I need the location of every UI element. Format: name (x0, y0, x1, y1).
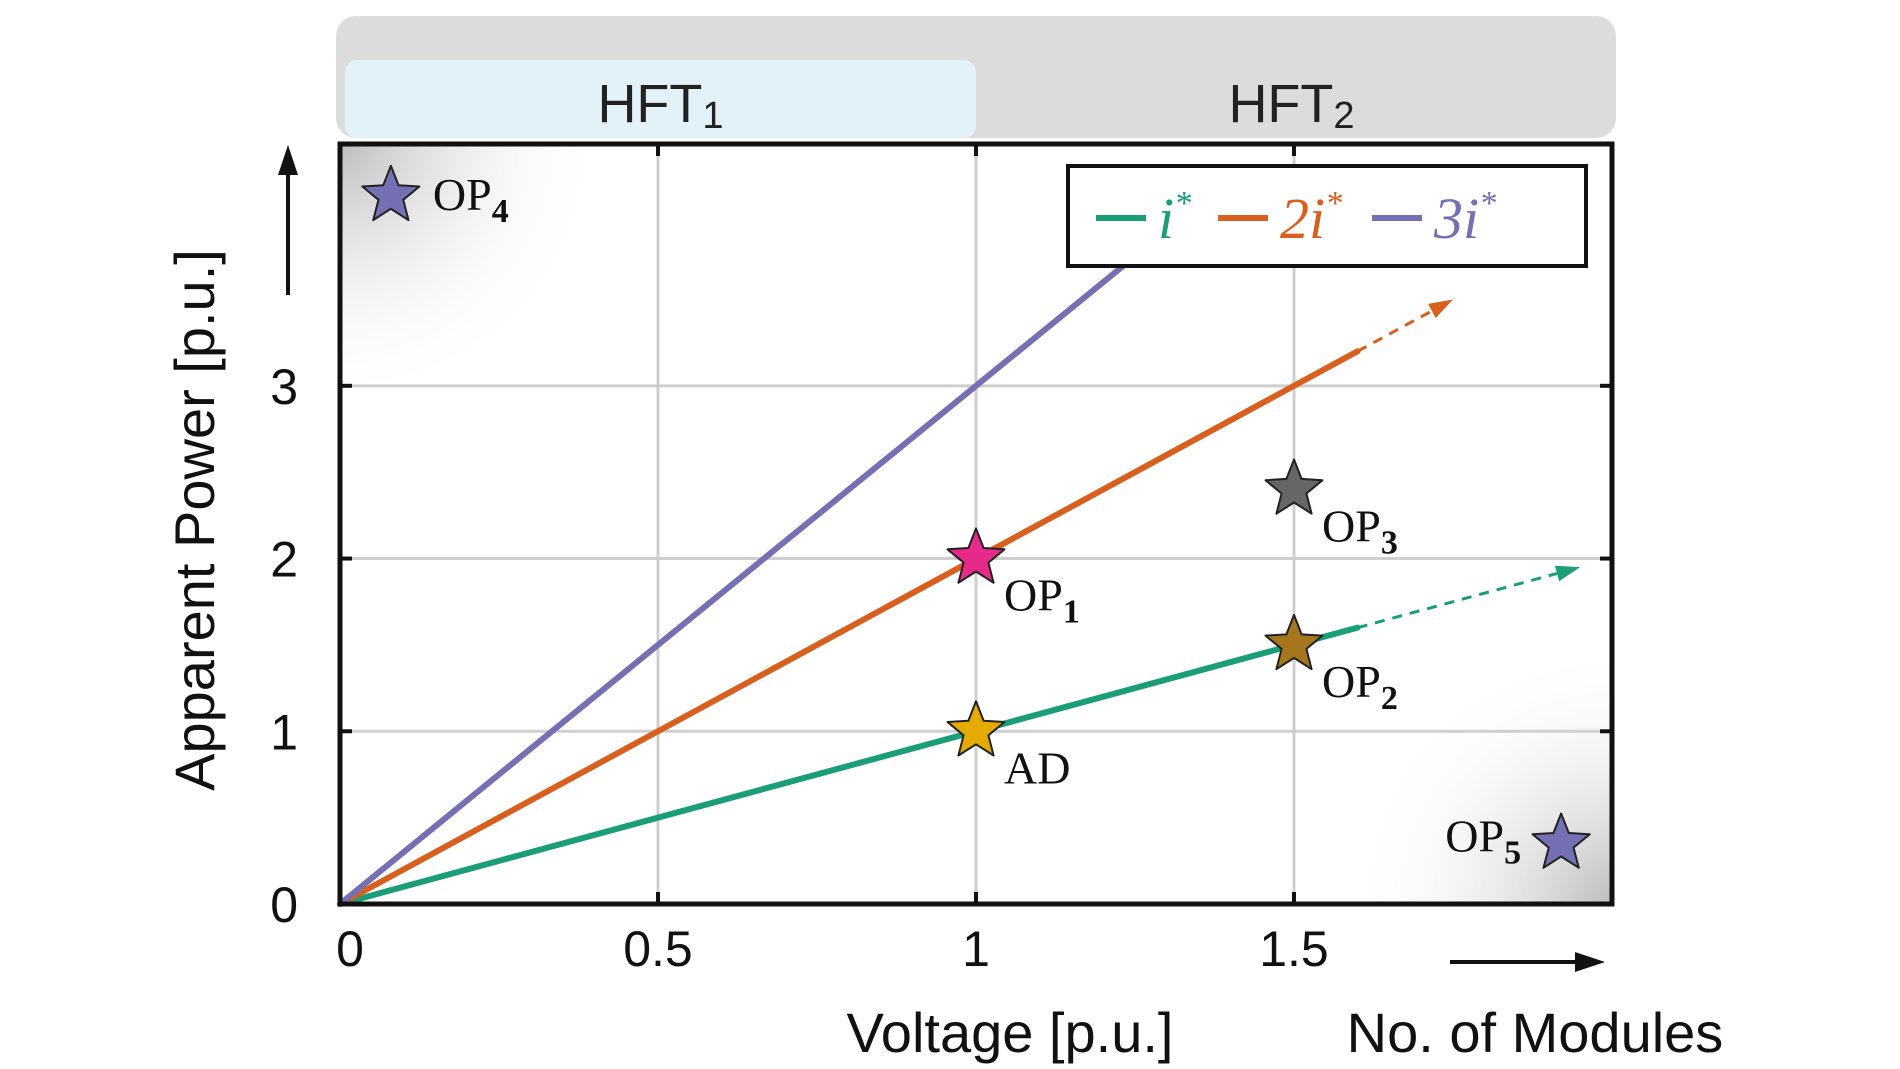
x-axis-label: Voltage [p.u.] (847, 1001, 1174, 1064)
band-2 (976, 60, 1607, 138)
y-axis-label: Apparent Power [p.u.] (163, 249, 226, 791)
top-band-group: HFT1 HFT2 (336, 16, 1616, 138)
tick-labels: 0 0.5 1 1.5 0 1 2 3 (270, 359, 1329, 977)
legend-entry-text: i (1158, 186, 1174, 251)
legend-entry-superscript: * (1174, 185, 1191, 222)
star-marker-op2 (1264, 613, 1324, 671)
series-arrowhead-2 (1428, 299, 1453, 318)
legend-entry-1: i* (1158, 185, 1191, 251)
legend: i* 2i* 3i* (1066, 164, 1588, 268)
point-label-text: OP (433, 169, 492, 220)
series-line-3 (337, 242, 1151, 907)
x-tick-label: 1 (962, 921, 990, 977)
series-extension-2 (1356, 309, 1433, 353)
point-label-subscript: 5 (1504, 835, 1521, 872)
y-tick-label: 1 (270, 704, 298, 760)
x-tick-label: 0 (336, 921, 364, 977)
point-label-subscript: 4 (492, 193, 509, 230)
legend-entry-3: 3i* (1433, 185, 1496, 251)
point-label-subscript: 3 (1381, 524, 1398, 561)
y-tick-label: 2 (270, 532, 298, 588)
band-label-1: HFT1 (597, 74, 723, 137)
point-label-op1: OP1 (1004, 570, 1080, 631)
legend-entry-superscript: * (1479, 185, 1496, 222)
y-tick-label: 3 (270, 359, 298, 415)
band-label-text: HFT (597, 74, 702, 134)
star-marker-op3 (1264, 458, 1324, 515)
point-label-text: OP (1322, 656, 1381, 707)
x-tick-label: 1.5 (1259, 921, 1329, 977)
point-label-op2: OP2 (1322, 656, 1398, 717)
secondary-x-axis-label: No. of Modules (1347, 1001, 1724, 1064)
x-arrow-head (1575, 952, 1605, 972)
point-label-subscript: 2 (1381, 680, 1398, 717)
y-tick-label: 0 (270, 877, 298, 933)
point-label-text: OP (1445, 811, 1504, 862)
legend-entry-text: 2i (1280, 186, 1325, 251)
point-label-op5: OP5 (1445, 811, 1521, 872)
legend-entry-text: 3i (1433, 186, 1479, 251)
legend-box (1066, 164, 1588, 268)
x-tick-label: 0.5 (623, 921, 693, 977)
series-arrowhead-1 (1554, 565, 1581, 582)
y-arrow-head (278, 145, 298, 175)
star-marker-op4 (361, 164, 421, 222)
legend-entry-superscript: * (1325, 185, 1342, 222)
star-marker-ad (946, 700, 1006, 757)
series-line-1 (337, 624, 1361, 907)
point-label-op3: OP3 (1322, 500, 1398, 561)
band-label-subscript: 2 (1333, 95, 1354, 137)
point-label-ad: AD (1004, 742, 1070, 793)
series-line-2 (337, 348, 1361, 907)
legend-entry-2: 2i* (1280, 185, 1342, 251)
star-marker-op1 (946, 527, 1006, 584)
band-label-subscript: 1 (702, 95, 723, 137)
band-label-2: HFT2 (1228, 74, 1354, 137)
point-label-text: AD (1004, 742, 1070, 793)
point-label-subscript: 1 (1063, 594, 1080, 631)
point-label-text: OP (1004, 570, 1063, 621)
point-label-text: OP (1322, 500, 1381, 551)
axis-labels: Voltage [p.u.] No. of Modules Apparent Pow… (163, 145, 1723, 1064)
point-label-op4: OP4 (433, 169, 509, 230)
band-1 (345, 60, 976, 138)
band-label-text: HFT (1228, 74, 1333, 134)
series-lines (337, 242, 1581, 907)
plot-frame (337, 141, 1615, 907)
star-marker-op5 (1531, 812, 1591, 869)
